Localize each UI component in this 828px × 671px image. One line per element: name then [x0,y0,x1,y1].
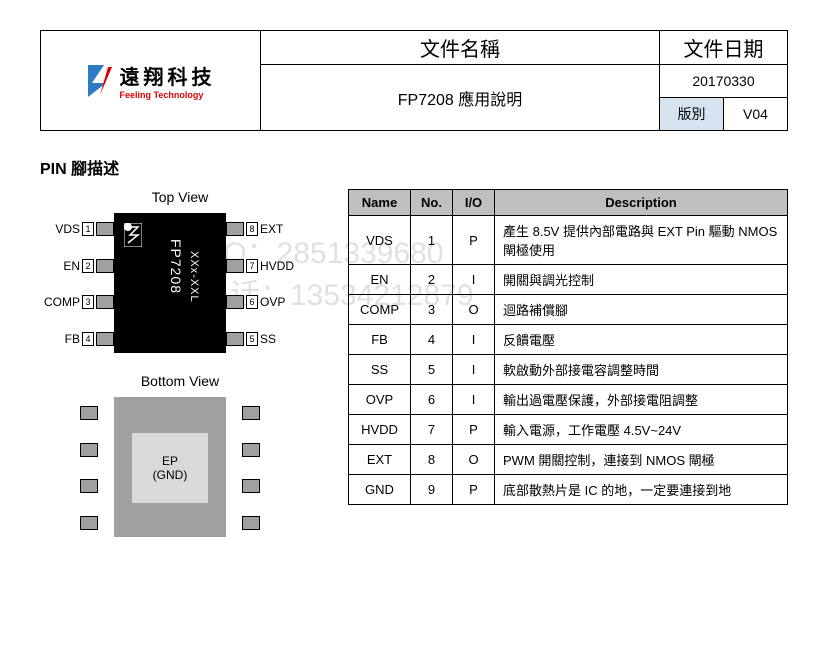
pin-name: OVP [349,385,411,415]
table-row: EN2I開關與調光控制 [349,265,788,295]
ep-label: EP [162,454,178,468]
chip-lotcode: XXx-XXL [188,251,200,303]
pins-left: VDS1 EN2 COMP3 FB4 [40,219,114,349]
pin-name: HVDD [349,415,411,445]
pin-desc: 迴路補償腳 [495,295,788,325]
pin-io: O [453,295,495,325]
pin-io: P [453,415,495,445]
pin-desc: 底部散熱片是 IC 的地，一定要連接到地 [495,475,788,505]
pin-no: 1 [411,216,453,265]
ep-sub: (GND) [153,468,188,482]
content-row: Top View FP7208 XXx-XXL VDS1 EN2 COMP3 F… [40,189,788,557]
logo-cell: 遠翔科技 Feeling Technology [41,31,261,131]
pin-no: 6 [411,385,453,415]
pin-fb: FB4 [40,329,114,349]
logo-en: Feeling Technology [120,90,216,100]
pin-name: GND [349,475,411,505]
pins-right: EXT8 HVDD7 OVP6 SS5 [226,219,300,349]
pin-vds: VDS1 [40,219,114,239]
company-logo: 遠翔科技 Feeling Technology [51,61,250,100]
pin-io: P [453,475,495,505]
pin-desc: 輸入電源，工作電壓 4.5V~24V [495,415,788,445]
doc-date: 20170330 [660,65,788,98]
pin-no: 2 [411,265,453,295]
pin-io: P [453,216,495,265]
pin-io: O [453,445,495,475]
pin-desc: 產生 8.5V 提供內部電路與 EXT Pin 驅動 NMOS 閘極使用 [495,216,788,265]
pin-no: 4 [411,325,453,355]
table-row: EXT8OPWM 開關控制，連接到 NMOS 閘極 [349,445,788,475]
pin-ss: SS5 [226,329,300,349]
pin-io: I [453,385,495,415]
pin-name: COMP [349,295,411,325]
header-table: 遠翔科技 Feeling Technology 文件名稱 文件日期 FP7208… [40,30,788,131]
pin-desc: 輸出過電壓保護，外部接電阻調整 [495,385,788,415]
pin-no: 7 [411,415,453,445]
th-desc: Description [495,190,788,216]
pin-ext: EXT8 [226,219,300,239]
pin-hvdd: HVDD7 [226,256,300,276]
th-no: No. [411,190,453,216]
pin-io: I [453,325,495,355]
pin-name: EXT [349,445,411,475]
table-row: COMP3O迴路補償腳 [349,295,788,325]
th-io: I/O [453,190,495,216]
btm-pins-right [242,403,260,533]
pin-desc: PWM 開關控制，連接到 NMOS 閘極 [495,445,788,475]
table-row: HVDD7P輸入電源，工作電壓 4.5V~24V [349,415,788,445]
hdr-title-label: 文件名稱 [261,31,660,65]
pin-table: Name No. I/O Description VDS1P產生 8.5V 提供… [348,189,788,505]
pin-desc: 開關與調光控制 [495,265,788,295]
pin-no: 8 [411,445,453,475]
pin-en: EN2 [40,256,114,276]
table-row: VDS1P產生 8.5V 提供內部電路與 EXT Pin 驅動 NMOS 閘極使… [349,216,788,265]
pin-name: SS [349,355,411,385]
doc-title: FP7208 應用說明 [261,65,660,131]
table-row: GND9P底部散熱片是 IC 的地，一定要連接到地 [349,475,788,505]
logo-cn: 遠翔科技 [120,61,216,90]
pin-desc: 反饋電壓 [495,325,788,355]
pin-desc: 軟啟動外部接電容調整時間 [495,355,788,385]
top-view-label: Top View [40,189,320,205]
logo-icon [86,63,114,99]
pin-no: 3 [411,295,453,325]
chip-logo-icon [124,223,142,247]
pin-comp: COMP3 [40,292,114,312]
chip-bottom-view: EP (GND) [40,393,300,543]
rev-label: 版別 [660,98,724,131]
pin-io: I [453,355,495,385]
pin-name: VDS [349,216,411,265]
pin-table-col: Name No. I/O Description VDS1P產生 8.5V 提供… [348,189,788,505]
th-name: Name [349,190,411,216]
bottom-view-label: Bottom View [40,373,320,389]
pin-ovp: OVP6 [226,292,300,312]
ep-pad: EP (GND) [132,433,208,503]
pin-no: 9 [411,475,453,505]
btm-pins-left [80,403,98,533]
pin-name: FB [349,325,411,355]
rev-value: V04 [724,98,788,131]
chip-marking: FP7208 [168,239,184,294]
pin-no: 5 [411,355,453,385]
pin-io: I [453,265,495,295]
section-title: PIN 腳描述 [40,155,788,179]
table-row: FB4I反饋電壓 [349,325,788,355]
pin-name: EN [349,265,411,295]
chip-diagrams: Top View FP7208 XXx-XXL VDS1 EN2 COMP3 F… [40,189,320,557]
table-row: SS5I軟啟動外部接電容調整時間 [349,355,788,385]
chip-top-view: FP7208 XXx-XXL VDS1 EN2 COMP3 FB4 EXT8 H… [40,209,300,359]
hdr-date-label: 文件日期 [660,31,788,65]
table-row: OVP6I輸出過電壓保護，外部接電阻調整 [349,385,788,415]
